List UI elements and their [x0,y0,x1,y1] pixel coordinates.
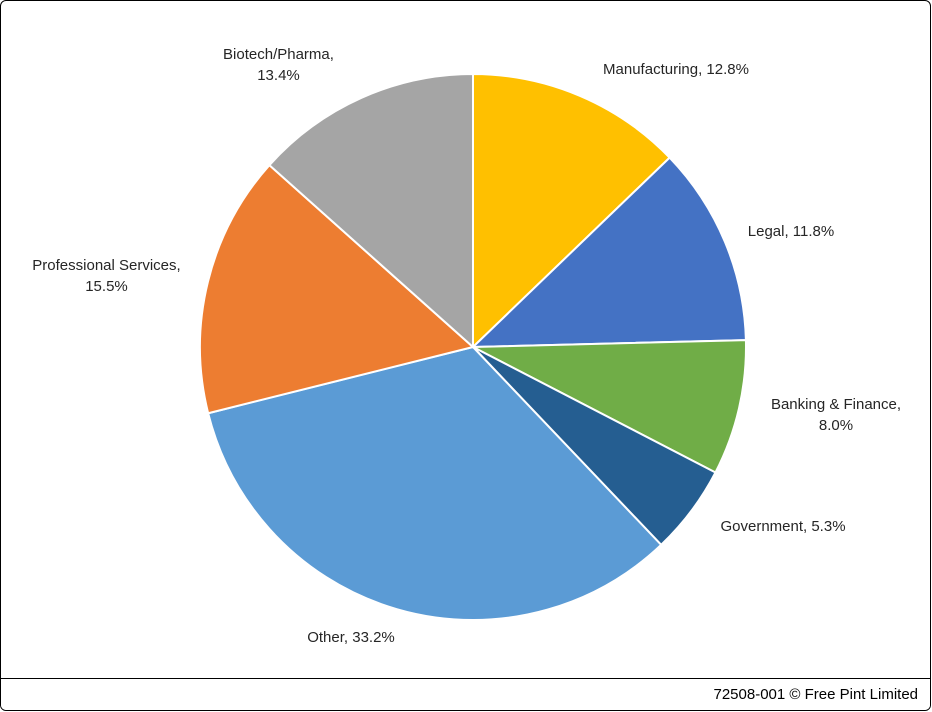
footer-attribution: 72508-001 © Free Pint Limited [713,686,919,703]
pie-chart [199,73,747,621]
slice-label-banking-finance: Banking & Finance, 8.0% [770,396,902,434]
slice-label-government: Government, 5.3% [720,518,846,535]
slice-label-other: Other, 33.2% [307,629,395,646]
pie-slice-professional-services [199,164,474,415]
pie-slice-biotech-pharma [268,73,474,348]
slice-label-biotech-pharma: Biotech/Pharma, 13.4% [223,46,334,84]
slice-label-legal: Legal, 11.8% [747,223,835,240]
pie-slice-manufacturing [472,73,671,348]
pie-slice-other [207,346,663,621]
pie-slice-legal [472,156,747,348]
slice-label-manufacturing: Manufacturing, 12.8% [603,61,749,78]
pie-slice-banking-finance [472,339,747,474]
chart-area: Manufacturing, 12.8% Legal, 11.8% Banking … [1,1,930,677]
footer: 72508-001 © Free Pint Limited [1,678,930,710]
slice-label-professional-services: Professional Services, 15.5% [32,257,181,295]
